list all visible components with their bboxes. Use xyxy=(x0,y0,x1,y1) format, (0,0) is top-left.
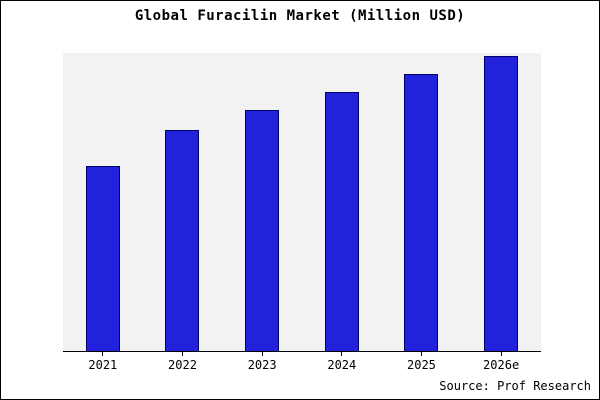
x-tick xyxy=(341,352,343,356)
plot-area xyxy=(63,53,541,352)
x-tick xyxy=(181,352,183,356)
bar-series xyxy=(63,53,541,351)
bar-2024 xyxy=(324,92,359,351)
x-tick-label-2023: 2023 xyxy=(247,358,277,372)
x-slot-2025: 2025 xyxy=(404,352,438,372)
x-tick xyxy=(102,352,104,356)
x-tick-label-2025: 2025 xyxy=(407,358,436,372)
x-tick xyxy=(420,352,422,356)
bar-2026e xyxy=(484,56,519,351)
x-slot-2023: 2023 xyxy=(245,352,279,372)
source-credit: Source: Prof Research xyxy=(439,379,591,393)
x-slot-2026e: 2026e xyxy=(483,352,520,372)
x-tick-label-2021: 2021 xyxy=(88,358,118,372)
x-slot-2024: 2024 xyxy=(325,352,359,372)
bar-2021 xyxy=(85,166,120,351)
x-tick xyxy=(500,352,502,356)
x-tick-label-2026e: 2026e xyxy=(483,358,520,372)
bar-2023 xyxy=(245,110,280,351)
x-axis: 2021 2022 2023 2024 2025 2026e xyxy=(63,352,541,372)
x-tick-label-2022: 2022 xyxy=(168,358,197,372)
chart-title: Global Furacilin Market (Million USD) xyxy=(134,8,466,24)
x-slot-2022: 2022 xyxy=(165,352,199,372)
x-tick xyxy=(261,352,263,356)
x-tick-label-2024: 2024 xyxy=(327,358,357,372)
bar-2025 xyxy=(404,74,439,351)
x-slot-2021: 2021 xyxy=(86,352,120,372)
bar-2022 xyxy=(165,130,200,351)
